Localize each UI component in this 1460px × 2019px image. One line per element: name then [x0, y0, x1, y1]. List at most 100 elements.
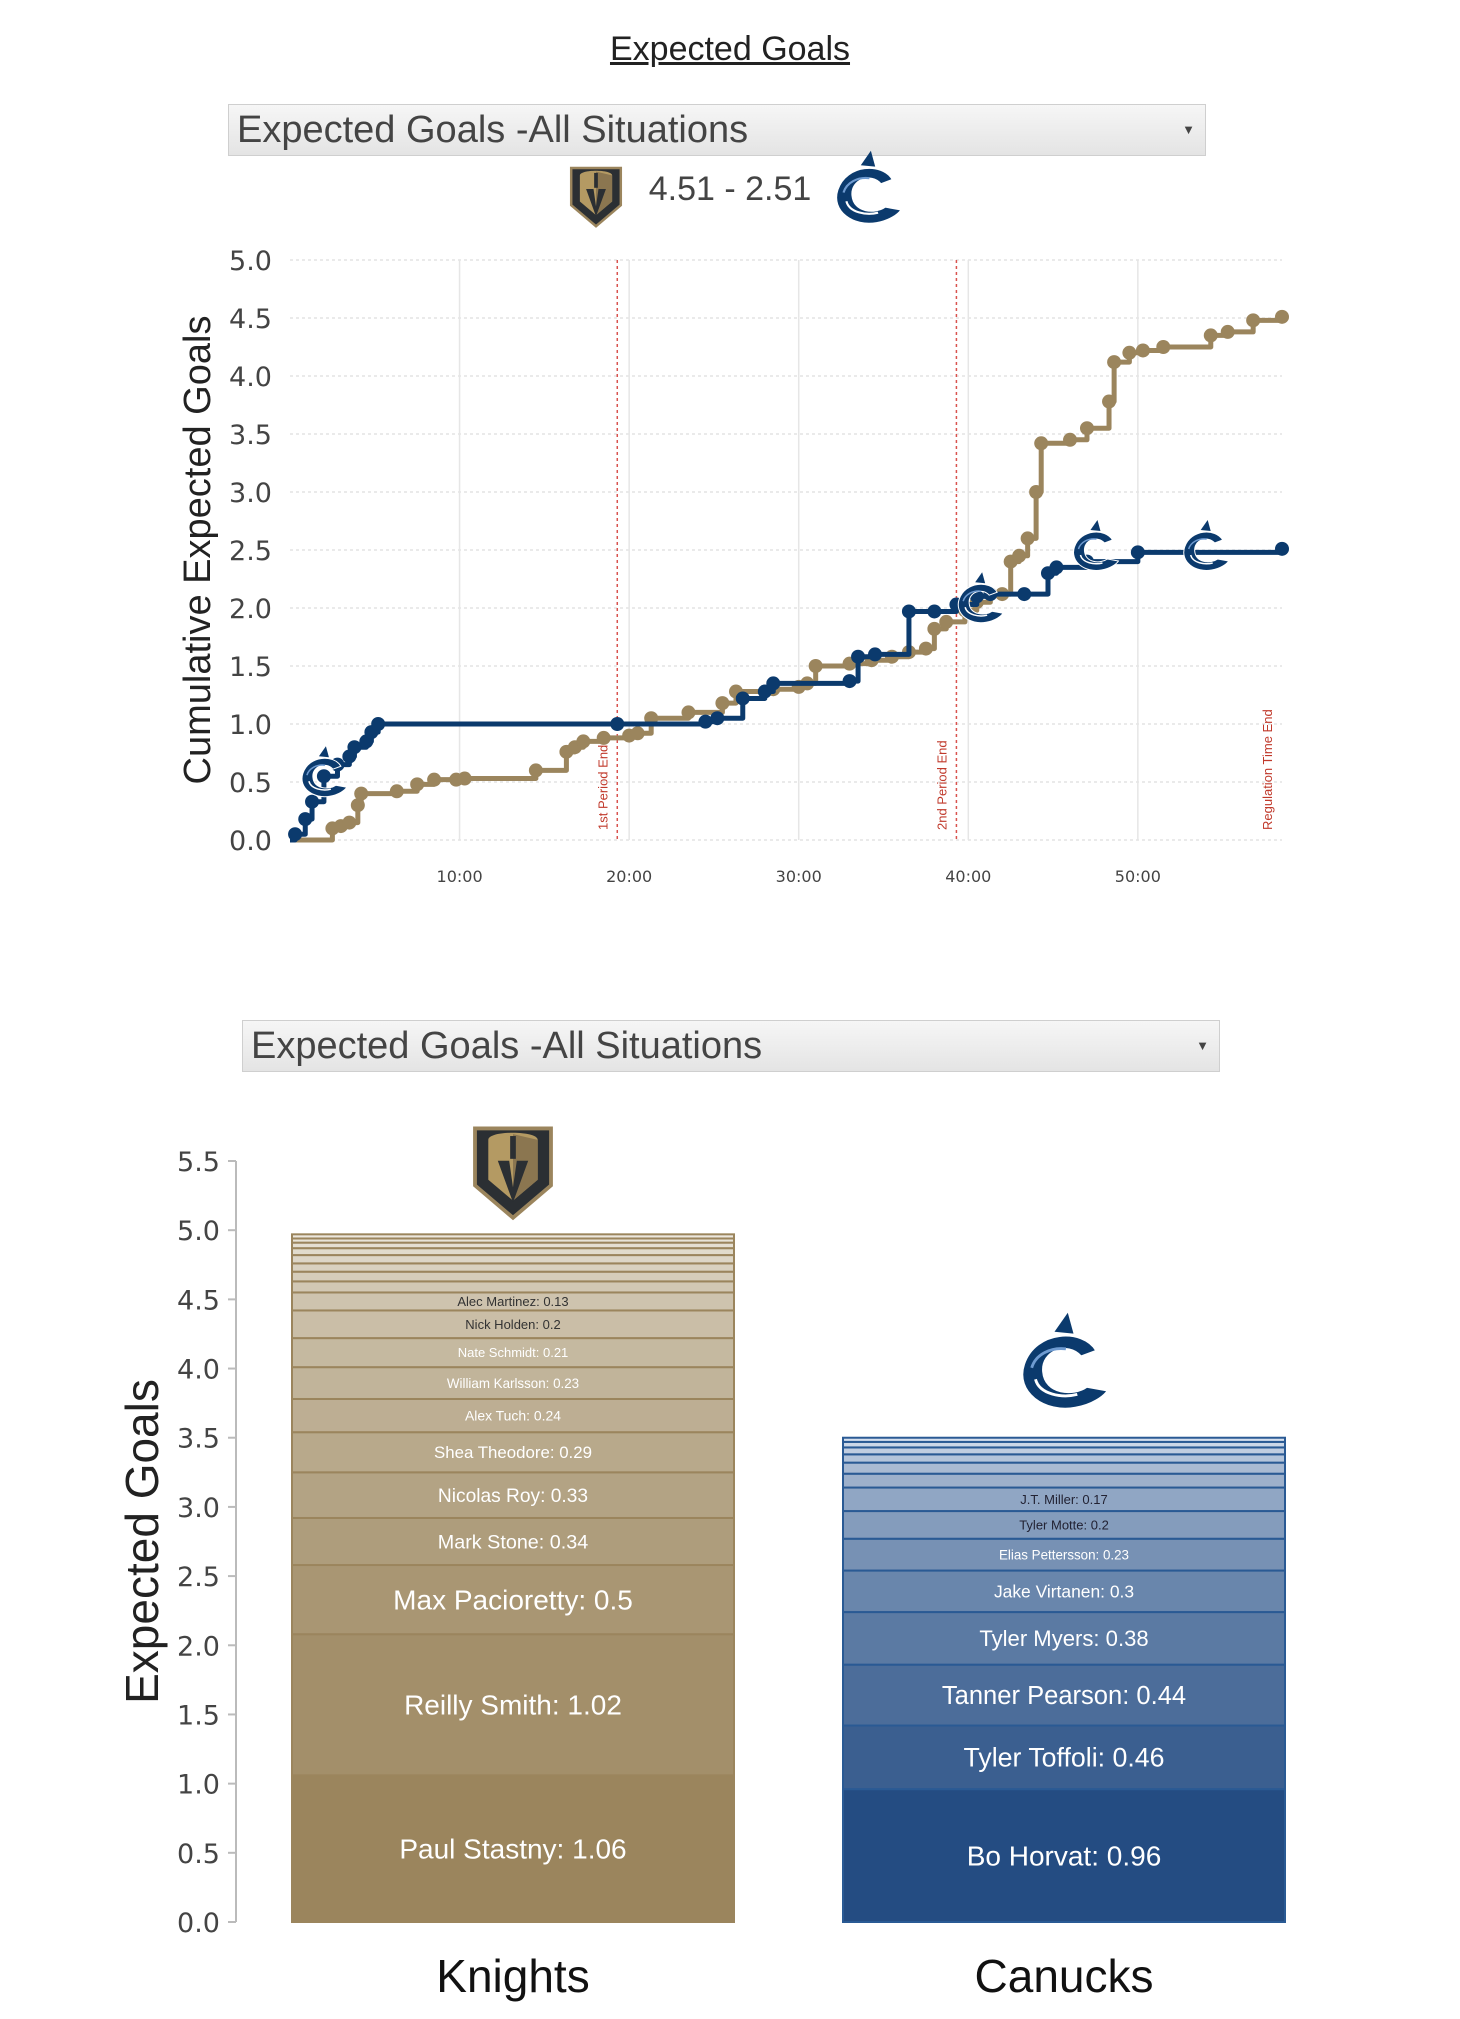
data-point-knights: [630, 726, 645, 741]
data-point-knights: [596, 730, 611, 745]
y-tick-label: 4.5: [177, 1285, 220, 1316]
period-end-label: 2nd Period End: [934, 740, 949, 830]
data-point-knights: [715, 696, 730, 711]
data-point-knights: [1012, 548, 1027, 563]
stacked-bar-segment: [842, 1446, 1286, 1456]
stacked-bar-segment: [291, 1337, 735, 1369]
data-point-canucks: [927, 604, 942, 619]
category-label: Knights: [436, 1950, 589, 2002]
stacked-bar-segment: [291, 1262, 735, 1273]
y-tick-label: 0.0: [177, 1908, 220, 1939]
cumulative-xg-line-chart: 0.0 0.5 1.0 1.5 2.0 2.5 3.0 3.5 4.0 4.5 5.0 10:00 20…: [177, 246, 1289, 886]
score-text: 4.51 - 2.51: [648, 170, 812, 208]
segment-label: Tyler Motte: 0.2: [1019, 1517, 1109, 1532]
segment-label: Jake Virtanen: 0.3: [994, 1581, 1134, 1601]
x-tick-label: 20:00: [606, 867, 652, 886]
data-point-knights: [457, 771, 472, 786]
stacked-bar-segment: [842, 1461, 1286, 1475]
data-point-knights: [1122, 345, 1137, 360]
data-point-knights: [1063, 432, 1078, 447]
data-point-canucks: [371, 717, 386, 731]
segment-label: Shea Theodore: 0.29: [434, 1443, 592, 1462]
x-tick-label: 40:00: [945, 867, 991, 886]
data-point-canucks: [610, 717, 625, 731]
series-line-knights: [290, 316, 1285, 843]
segment-label: Alex Tuch: 0.24: [465, 1407, 561, 1423]
data-point-canucks: [698, 714, 713, 729]
data-point-knights: [576, 734, 591, 749]
data-point-canucks: [868, 647, 883, 662]
data-point-knights: [1135, 343, 1150, 358]
stacked-bar-segment: [842, 1510, 1286, 1540]
data-point-knights: [1246, 313, 1261, 328]
segment-label: Max Pacioretty: 0.5: [393, 1584, 633, 1615]
stacked-bar-segment: [842, 1537, 1286, 1572]
segment-label: Tyler Myers: 0.38: [979, 1626, 1148, 1651]
segment-label: Alec Martinez: 0.13: [457, 1294, 568, 1309]
stacked-bar-segment: [291, 1471, 735, 1519]
data-point-canucks: [1049, 560, 1064, 575]
data-point-knights: [681, 705, 696, 720]
data-point-knights: [1220, 324, 1235, 339]
y-tick-label: 3.5: [229, 420, 272, 451]
stacked-bar-segment: [291, 1431, 735, 1474]
score-header: [569, 150, 903, 228]
data-point-knights: [342, 815, 357, 830]
segment-label: William Karlsson: 0.23: [447, 1376, 579, 1391]
segment-label: Mark Stone: 0.34: [438, 1531, 588, 1553]
data-point-knights: [1156, 340, 1171, 354]
y-axis-label: Expected Goals: [116, 1379, 168, 1704]
canucks-orca-logo-icon: [1021, 1312, 1110, 1410]
y-tick-label: 1.0: [229, 710, 272, 741]
knights-helmet-logo-icon: [473, 1126, 553, 1221]
series-line-canucks: [290, 548, 1285, 843]
situation-select-bottom-value: Expected Goals -All Situations: [251, 1025, 763, 1067]
y-tick-label: 2.5: [177, 1562, 220, 1593]
category-label: Canucks: [975, 1950, 1154, 2002]
segment-label: Nick Holden: 0.2: [465, 1317, 560, 1332]
segment-label: Nate Schmidt: 0.21: [458, 1345, 569, 1360]
y-tick-label: 4.0: [229, 362, 272, 393]
situation-select-bottom[interactable]: Expected Goals -All Situations ▼: [242, 1020, 1220, 1072]
segment-label: Reilly Smith: 1.02: [404, 1690, 622, 1721]
data-point-knights: [918, 641, 933, 656]
segment-label: Tanner Pearson: 0.44: [942, 1682, 1186, 1710]
situation-select-top-value: Expected Goals -All Situations: [237, 109, 749, 151]
y-tick-label: 0.0: [229, 826, 272, 857]
stacked-bar-segment: [842, 1453, 1286, 1464]
dropdown-arrow-icon: ▼: [1196, 1038, 1209, 1053]
stacked-bar-segment: [842, 1569, 1286, 1614]
goal-marker-canucks-icon: [957, 572, 1004, 624]
data-point-canucks: [735, 691, 750, 706]
situation-select-top[interactable]: Expected Goals -All Situations ▼: [228, 104, 1206, 156]
page-title[interactable]: Expected Goals: [609, 30, 851, 68]
stacked-bar-segment: [291, 1564, 735, 1636]
y-axis-label: Cumulative Expected Goals: [177, 316, 219, 785]
stacked-bar-segment: [842, 1436, 1286, 1443]
segment-label: Paul Stastny: 1.06: [399, 1833, 626, 1864]
segment-label: J.T. Miller: 0.17: [1020, 1492, 1107, 1507]
data-point-knights: [1102, 394, 1117, 409]
y-tick-label: 2.0: [229, 594, 272, 625]
y-tick-label: 2.5: [229, 536, 272, 567]
y-tick-label: 1.0: [177, 1770, 220, 1801]
data-point-knights: [410, 777, 425, 792]
data-point-canucks: [1275, 541, 1289, 556]
data-point-knights: [389, 784, 404, 799]
x-tick-label: 10:00: [437, 867, 483, 886]
y-tick-label: 4.0: [177, 1355, 220, 1386]
data-point-canucks: [710, 711, 725, 726]
y-tick-label: 2.0: [177, 1631, 220, 1662]
y-tick-label: 5.5: [177, 1147, 220, 1178]
data-point-knights: [427, 772, 442, 787]
y-tick-label: 1.5: [177, 1700, 220, 1731]
goal-marker-canucks-icon: [1183, 520, 1230, 571]
goal-marker-canucks-icon: [301, 746, 348, 798]
data-point-canucks: [298, 812, 313, 827]
segment-label: Bo Horvat: 0.96: [967, 1840, 1162, 1871]
data-point-canucks: [316, 769, 331, 784]
y-tick-label: 5.0: [229, 246, 272, 277]
x-tick-label: 30:00: [776, 867, 822, 886]
y-tick-label: 4.5: [229, 304, 272, 335]
segment-label: Elias Pettersson: 0.23: [999, 1547, 1129, 1562]
